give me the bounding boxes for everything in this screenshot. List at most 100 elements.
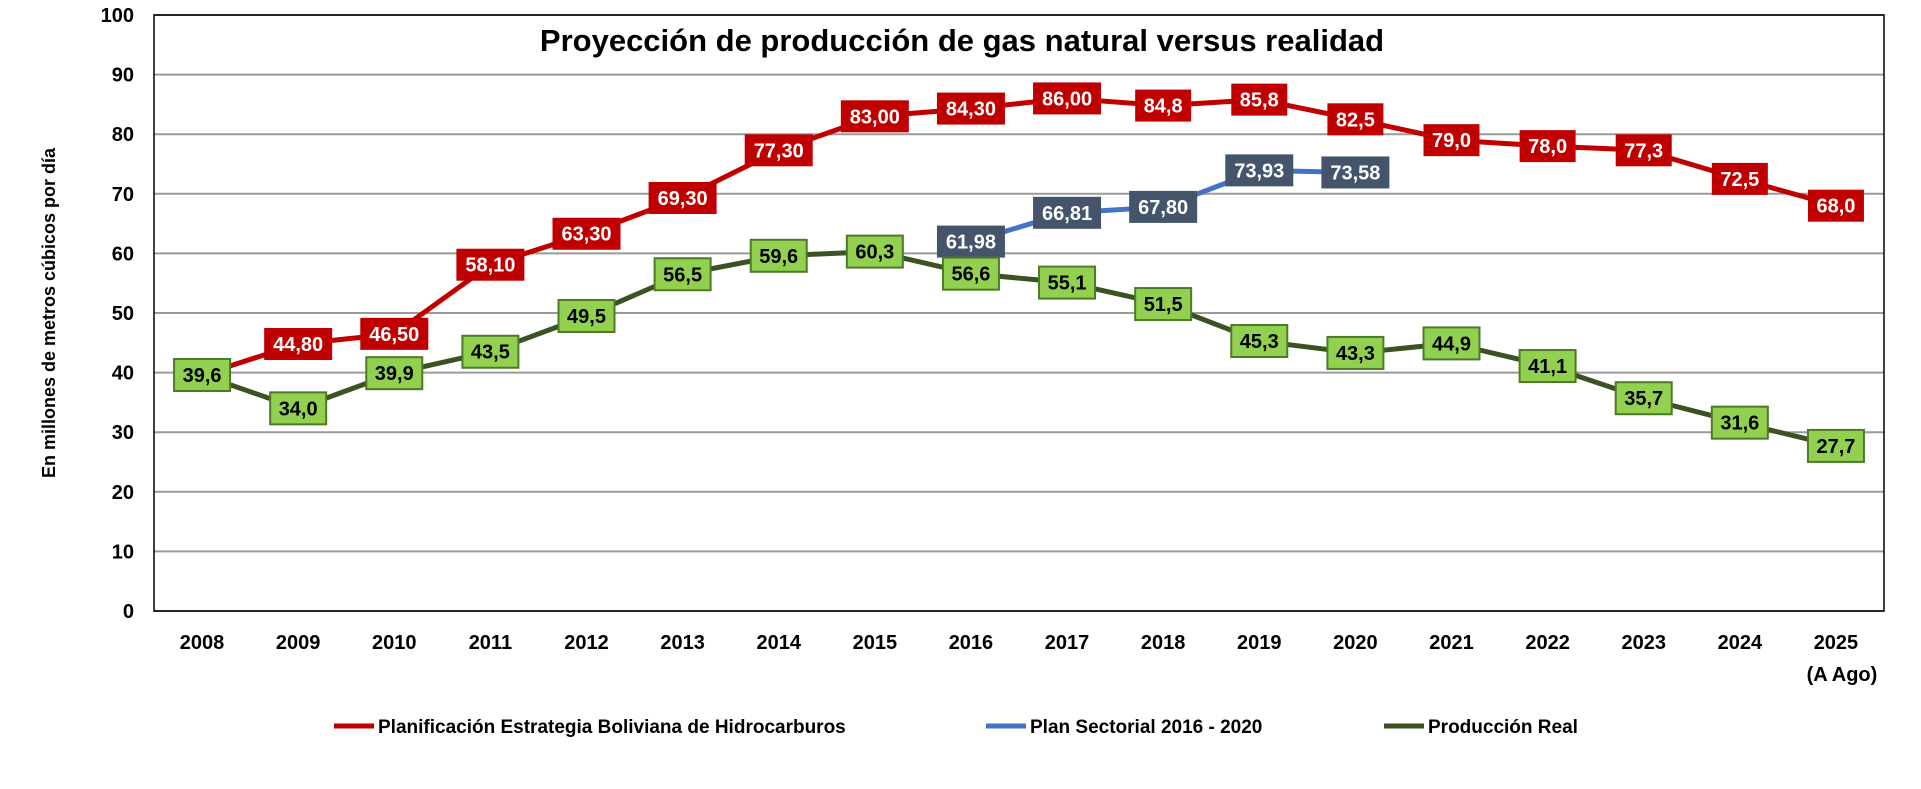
data-label-box	[173, 357, 232, 392]
data-label-text: 78,0	[1528, 136, 1567, 158]
data-label-text: 84,30	[946, 99, 996, 121]
data-label-box	[1038, 265, 1097, 300]
data-label: 78,0	[1519, 130, 1576, 163]
data-label-box	[1423, 124, 1480, 157]
data-label-box	[557, 298, 616, 333]
data-label-box	[744, 134, 813, 167]
data-label-text: 59,6	[759, 246, 798, 268]
series-line-0	[201, 95, 1837, 378]
x-tick-label: 2009	[276, 632, 321, 654]
y-tick-label: 30	[112, 422, 134, 444]
data-label-box	[1230, 324, 1289, 359]
data-label: 68,0	[1807, 189, 1864, 222]
x-tick-label: 2019	[1237, 632, 1282, 654]
data-label-text: 39,9	[375, 363, 414, 385]
plot-area-border	[153, 14, 1885, 612]
data-label-box	[1806, 428, 1865, 463]
data-label-text: 34,0	[279, 398, 318, 420]
data-label: 31,6	[1710, 405, 1769, 440]
data-label-box	[1614, 381, 1673, 416]
data-label: 45,3	[1230, 324, 1289, 359]
y-tick-label: 40	[112, 363, 134, 385]
data-label-box	[1327, 103, 1384, 136]
data-label-text: 73,58	[1330, 162, 1380, 184]
data-label-text: 85,8	[1240, 90, 1279, 112]
x-tick-label: 2010	[372, 632, 417, 654]
data-label-box	[1134, 287, 1193, 322]
x-tick-label: 2011	[469, 632, 512, 654]
data-label-box	[1033, 82, 1102, 115]
data-label-text: 41,1	[1528, 356, 1567, 378]
data-label-box	[269, 391, 328, 426]
data-label-text: 44,80	[273, 334, 323, 356]
legend-item: Producción Real	[1384, 717, 1578, 738]
x-tick-sublabel: (A Ago)	[1807, 664, 1878, 686]
data-label: 44,80	[264, 327, 333, 360]
data-label: 73,58	[1321, 156, 1390, 189]
data-label: 27,7	[1806, 428, 1865, 463]
y-axis-title: En millones de metros cúbicos por día	[39, 147, 59, 478]
y-tick-label: 10	[112, 541, 134, 563]
data-label-text: 39,6	[183, 365, 222, 387]
data-label-box	[1231, 83, 1288, 116]
series-line-2	[201, 249, 1837, 449]
data-label: 66,81	[1033, 196, 1102, 229]
data-label-box	[552, 217, 621, 250]
data-label: 61,98	[936, 225, 1005, 258]
data-label: 73,93	[1225, 154, 1294, 187]
data-label-text: 51,5	[1144, 294, 1183, 316]
x-tick-label: 2016	[949, 632, 994, 654]
data-label-box	[264, 327, 333, 360]
data-label-text: 73,93	[1234, 160, 1284, 182]
x-tick-label: 2012	[564, 632, 609, 654]
data-label: 58,10	[456, 248, 525, 281]
data-label-box	[936, 225, 1005, 258]
data-label-box	[840, 100, 909, 133]
data-label: 56,5	[653, 257, 712, 292]
x-tick-label: 2021	[1429, 632, 1474, 654]
data-label-box	[1225, 154, 1294, 187]
data-label: 63,30	[552, 217, 621, 250]
data-label-box	[1615, 134, 1672, 167]
data-label-box	[648, 181, 717, 214]
data-label-box	[1711, 162, 1768, 195]
data-label: 79,0	[1423, 124, 1480, 157]
y-tick-label: 90	[112, 65, 134, 87]
data-label-box	[456, 248, 525, 281]
data-label-box	[936, 92, 1005, 125]
chart-title: Proyección de producción de gas natural …	[540, 23, 1384, 58]
data-label-text: 44,9	[1432, 333, 1471, 355]
data-label-text: 45,3	[1240, 331, 1279, 353]
data-labels: 44,80 46,50 58,10 63,30 69,30 77,30 83,00 84,30…	[173, 82, 1865, 463]
y-tick-label: 50	[112, 303, 134, 325]
data-label: 82,5	[1327, 103, 1384, 136]
data-label-box	[1033, 196, 1102, 229]
legend-label: Producción Real	[1428, 717, 1578, 738]
data-label: 59,6	[749, 238, 808, 273]
data-label-text: 56,5	[663, 264, 702, 286]
legend-item: Plan Sectorial 2016 - 2020	[986, 717, 1262, 738]
x-tick-label: 2014	[756, 632, 801, 654]
data-label-text: 68,0	[1816, 196, 1855, 218]
data-label-box	[1321, 156, 1390, 189]
data-label: 55,1	[1038, 265, 1097, 300]
legend-label: Planificación Estrategia Boliviana de Hi…	[378, 717, 846, 738]
data-label: 49,5	[557, 298, 616, 333]
data-label-box	[1710, 405, 1769, 440]
data-label: 43,3	[1326, 335, 1385, 370]
data-label: 44,9	[1422, 326, 1481, 361]
data-label: 86,00	[1033, 82, 1102, 115]
y-tick-label: 80	[112, 124, 134, 146]
data-label: 84,30	[936, 92, 1005, 125]
y-tick-label: 20	[112, 482, 134, 504]
data-label-box	[1135, 89, 1192, 122]
data-label-text: 72,5	[1720, 169, 1759, 191]
data-label-box	[1129, 190, 1198, 223]
data-label-text: 67,80	[1138, 197, 1188, 219]
y-tick-label: 60	[112, 243, 134, 265]
data-label-text: 58,10	[465, 255, 515, 277]
data-label: 41,1	[1518, 349, 1577, 384]
x-tick-label: 2025	[1814, 632, 1859, 654]
data-label-text: 61,98	[946, 232, 996, 254]
data-label-text: 63,30	[561, 224, 611, 246]
